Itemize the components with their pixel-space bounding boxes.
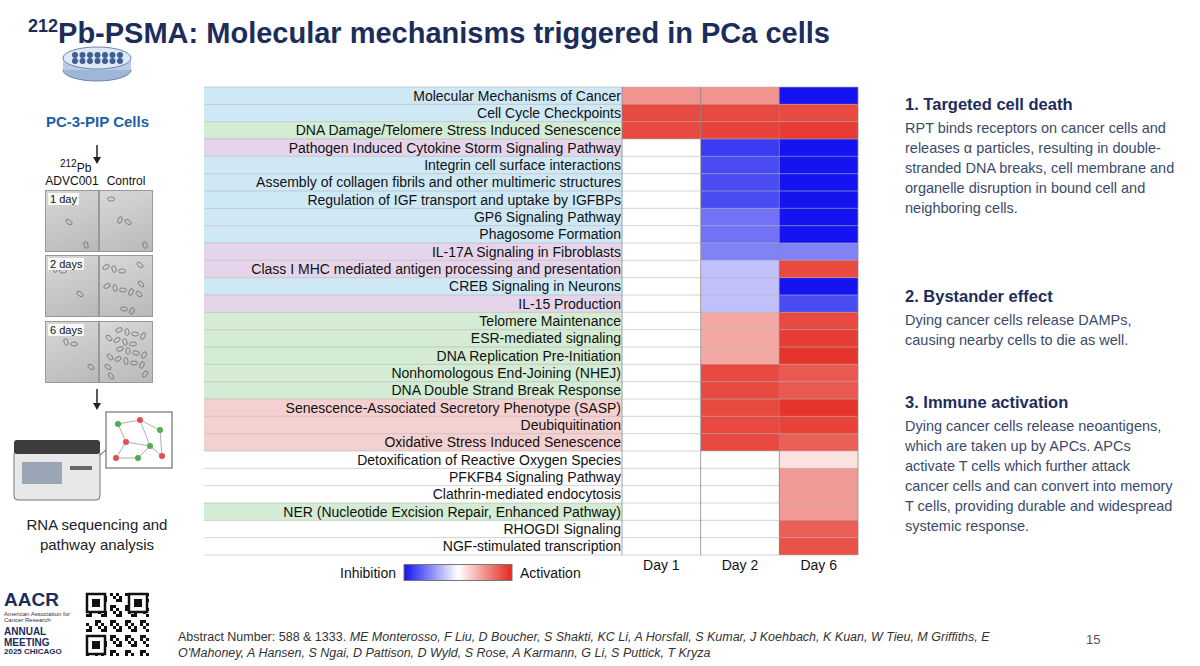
svg-text:Telomere Maintenance: Telomere Maintenance (479, 313, 621, 329)
svg-text:IL-15 Production: IL-15 Production (518, 296, 621, 312)
svg-text:CREB Signaling in Neurons: CREB Signaling in Neurons (449, 278, 621, 294)
html-text:AACR: AACR (4, 589, 59, 610)
svg-text:DNA Replication Pre-Initiation: DNA Replication Pre-Initiation (437, 348, 621, 364)
svg-text:Pathogen Induced Cytokine Stor: Pathogen Induced Cytokine Storm Signalin… (289, 140, 621, 156)
svg-text:Molecular Mechanisms of Cancer: Molecular Mechanisms of Cancer (413, 88, 621, 104)
svg-text:Assembly of collagen fibrils a: Assembly of collagen fibrils and other m… (256, 174, 621, 190)
svg-text:Detoxification of Reactive Oxy: Detoxification of Reactive Oxygen Specie… (357, 452, 621, 468)
html-text:RNA sequencing and pathway ana: RNA sequencing and pathway analysis (26, 516, 168, 553)
html-text:2025 CHICAGO: 2025 CHICAGO (4, 647, 62, 657)
svg-text:Phagosome Formation: Phagosome Formation (479, 226, 621, 242)
svg-text:Activation: Activation (520, 565, 581, 581)
svg-text:Nonhomologous End-Joining (NHE: Nonhomologous End-Joining (NHEJ) (391, 365, 621, 381)
svg-text:Cell Cycle Checkpoints: Cell Cycle Checkpoints (477, 105, 621, 121)
svg-text:Deubiquitination: Deubiquitination (521, 417, 621, 433)
html-text:MEETING: MEETING (4, 637, 50, 649)
svg-text:ESR-mediated signaling: ESR-mediated signaling (471, 330, 621, 346)
svg-text:Day 2: Day 2 (722, 557, 759, 573)
svg-text:Regulation of IGF transport an: Regulation of IGF transport and uptake b… (307, 192, 621, 208)
html-text:2 days: 2 days (50, 258, 83, 270)
svg-text:PFKFB4 Signaling Pathway: PFKFB4 Signaling Pathway (449, 469, 621, 485)
html-text:3. Immune activation: 3. Immune activation (905, 393, 1069, 411)
html-text:1 day: 1 day (50, 193, 77, 205)
html-text:6 days: 6 days (50, 324, 83, 336)
svg-text:NER (Nucleotide Excision Repai: NER (Nucleotide Excision Repair, Enhance… (283, 504, 621, 520)
svg-text:DNA Damage/Telomere Stress Ind: DNA Damage/Telomere Stress Induced Senes… (296, 122, 621, 138)
html-text:PC-3-PIP Cells: PC-3-PIP Cells (45, 113, 149, 130)
html-text:Dying cancer cells release DAM: Dying cancer cells release DAMPs, causin… (905, 312, 1132, 348)
svg-text:RHOGDI Signaling: RHOGDI Signaling (504, 521, 622, 537)
svg-text:Day 6: Day 6 (800, 557, 837, 573)
html-text:Dying cancer cells release neo: Dying cancer cells release neoantigens, … (905, 418, 1173, 534)
html-text:Abstract Number: 588 & 1333. M: Abstract Number: 588 & 1333. ME Monteros… (178, 630, 990, 660)
svg-text:Inhibition: Inhibition (340, 565, 396, 581)
svg-text:NGF-stimulated transcription: NGF-stimulated transcription (443, 538, 621, 554)
svg-text:Class I MHC mediated antigen p: Class I MHC mediated antigen processing … (251, 261, 621, 277)
html-text:RPT binds receptors on cancer: RPT binds receptors on cancer cells and … (905, 120, 1175, 216)
html-text:Control: Control (106, 174, 146, 188)
html-text:15: 15 (1086, 632, 1101, 647)
html-text:American Association for Cance: American Association for Cancer Research (4, 610, 70, 624)
html-text:2. Bystander effect: 2. Bystander effect (905, 287, 1053, 305)
html-text:1. Targeted cell death: 1. Targeted cell death (905, 95, 1073, 113)
html-text:ANNUAL: ANNUAL (4, 626, 47, 638)
svg-text:Integrin cell surface interact: Integrin cell surface interactions (424, 157, 621, 173)
svg-text:IL-17A Signaling in Fibroblast: IL-17A Signaling in Fibroblasts (432, 244, 621, 260)
html-text:212Pb: 212Pb (60, 158, 92, 175)
svg-text:DNA Double Strand Break Respon: DNA Double Strand Break Response (391, 382, 621, 398)
html-text:212Pb-PSMA: Molecular mechanis: 212Pb-PSMA: Molecular mechanisms trigger… (28, 16, 830, 49)
svg-text:Oxidative Stress Induced Senes: Oxidative Stress Induced Senescence (384, 434, 621, 450)
svg-text:Senescence-Associated Secretor: Senescence-Associated Secretory Phenotyp… (286, 400, 621, 416)
svg-text:Clathrin-mediated endocytosis: Clathrin-mediated endocytosis (433, 486, 621, 502)
svg-text:GP6 Signaling Pathway: GP6 Signaling Pathway (474, 209, 621, 225)
html-text:ADVC001: ADVC001 (45, 174, 99, 188)
svg-text:Day 1: Day 1 (643, 557, 680, 573)
